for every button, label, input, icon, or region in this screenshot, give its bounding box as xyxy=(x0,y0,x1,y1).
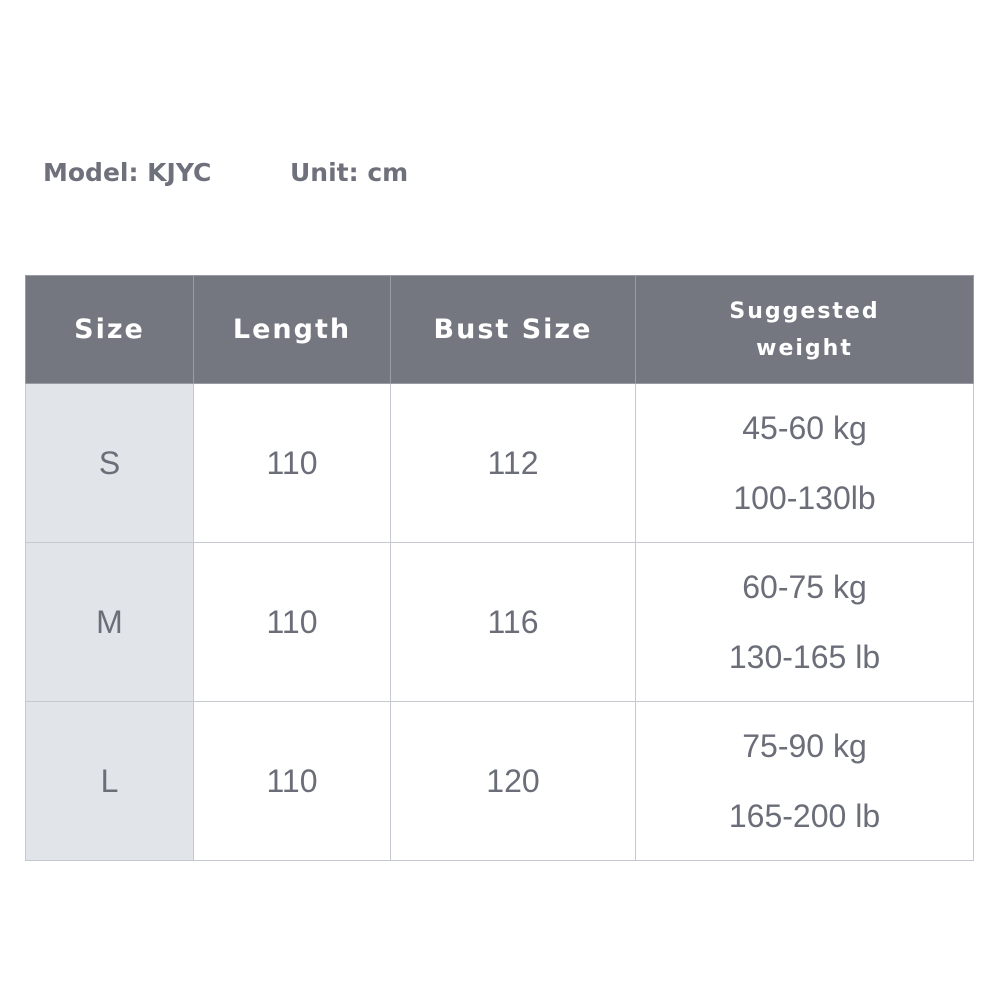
bust-cell: 116 xyxy=(390,542,636,702)
size-cell: L xyxy=(25,701,194,861)
size-chart-table: Size Length Bust Size Suggested weight S … xyxy=(25,275,974,861)
table-row: S 110 112 45-60 kg 100-130lb xyxy=(25,383,974,543)
bust-cell: 112 xyxy=(390,383,636,543)
length-cell: 110 xyxy=(193,542,391,702)
model-label: Model: KJYC xyxy=(43,158,212,187)
header-bust-size: Bust Size xyxy=(390,275,636,384)
bust-cell: 120 xyxy=(390,701,636,861)
table-row: M 110 116 60-75 kg 130-165 lb xyxy=(25,542,974,702)
weight-lb: 100-130lb xyxy=(733,480,876,516)
header-length: Length xyxy=(193,275,391,384)
table-row: L 110 120 75-90 kg 165-200 lb xyxy=(25,701,974,861)
weight-lb: 165-200 lb xyxy=(728,798,881,834)
weight-cell: 75-90 kg 165-200 lb xyxy=(635,701,974,861)
header-size: Size xyxy=(25,275,194,384)
weight-kg: 75-90 kg xyxy=(742,728,867,764)
size-cell: M xyxy=(25,542,194,702)
table-header-row: Size Length Bust Size Suggested weight xyxy=(25,275,974,384)
length-cell: 110 xyxy=(193,383,391,543)
weight-kg: 60-75 kg xyxy=(742,569,867,605)
header-weight: weight xyxy=(756,335,853,361)
weight-cell: 60-75 kg 130-165 lb xyxy=(635,542,974,702)
unit-label: Unit: cm xyxy=(290,158,409,187)
header-suggested-weight: Suggested weight xyxy=(635,275,974,384)
weight-kg: 45-60 kg xyxy=(742,410,867,446)
size-cell: S xyxy=(25,383,194,543)
header-suggested: Suggested xyxy=(729,298,880,324)
weight-cell: 45-60 kg 100-130lb xyxy=(635,383,974,543)
weight-lb: 130-165 lb xyxy=(728,639,881,675)
length-cell: 110 xyxy=(193,701,391,861)
